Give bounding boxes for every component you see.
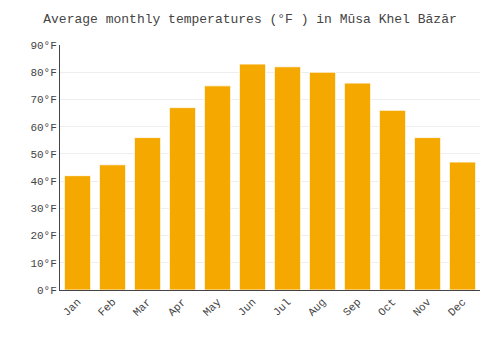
svg-text:Aug: Aug <box>306 296 328 318</box>
svg-text:Mar: Mar <box>131 296 153 318</box>
svg-text:90°F: 90°F <box>30 40 56 52</box>
svg-text:Nov: Nov <box>411 296 434 319</box>
svg-text:30°F: 30°F <box>30 203 56 215</box>
svg-text:Apr: Apr <box>166 296 188 318</box>
svg-text:Oct: Oct <box>376 296 398 318</box>
svg-text:40°F: 40°F <box>30 176 56 188</box>
svg-text:May: May <box>201 296 224 319</box>
svg-text:Sep: Sep <box>341 296 363 318</box>
svg-text:80°F: 80°F <box>30 67 56 79</box>
svg-text:50°F: 50°F <box>30 149 56 161</box>
svg-text:Dec: Dec <box>446 296 468 318</box>
svg-text:Jan: Jan <box>61 296 83 318</box>
svg-text:60°F: 60°F <box>30 122 56 134</box>
svg-text:Feb: Feb <box>96 296 118 318</box>
svg-text:Average monthly temperatures (: Average monthly temperatures (°F ) in Mū… <box>43 12 456 27</box>
svg-text:Jun: Jun <box>236 296 258 318</box>
svg-text:70°F: 70°F <box>30 94 56 106</box>
svg-text:Jul: Jul <box>271 296 293 318</box>
svg-text:0°F: 0°F <box>37 285 57 297</box>
svg-text:20°F: 20°F <box>30 230 56 242</box>
svg-text:10°F: 10°F <box>30 258 56 270</box>
